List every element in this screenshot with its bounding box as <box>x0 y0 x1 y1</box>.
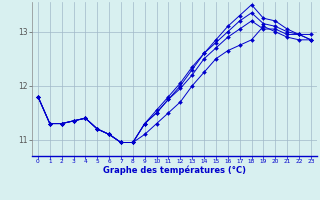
X-axis label: Graphe des températures (°C): Graphe des températures (°C) <box>103 166 246 175</box>
